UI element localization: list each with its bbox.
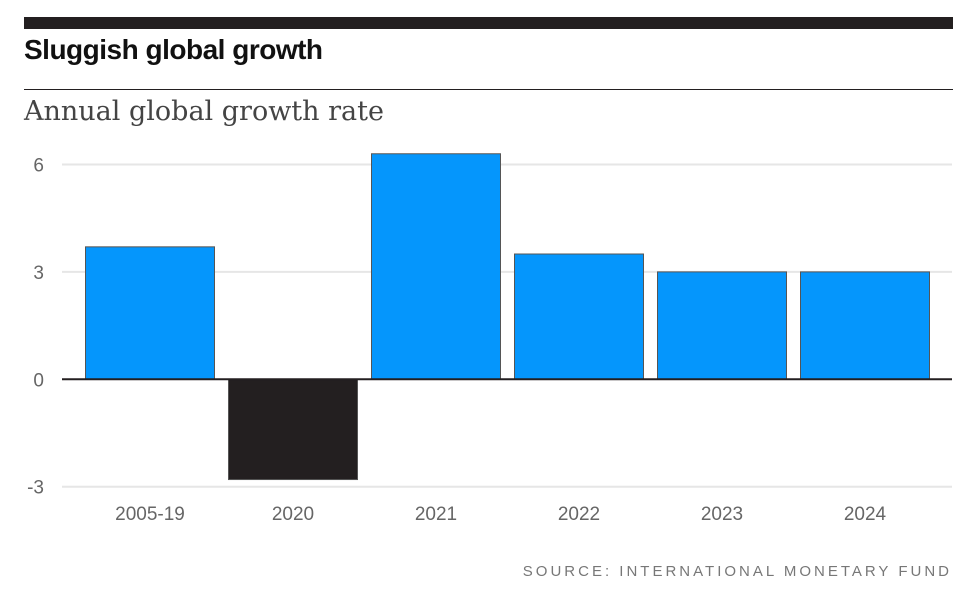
top-rule-bar — [24, 17, 953, 29]
bar-2021 — [371, 153, 501, 380]
bar-2020 — [228, 378, 358, 481]
bar-2005-19 — [85, 246, 215, 380]
x-tick-label: 2005-19 — [115, 504, 185, 525]
chart-subtitle: Annual global growth rate — [24, 96, 384, 127]
title-divider — [24, 89, 953, 90]
x-tick-label: 2023 — [701, 504, 743, 525]
x-tick-label: 2022 — [558, 504, 600, 525]
y-tick-label: -3 — [27, 478, 44, 499]
x-tick-label: 2021 — [415, 504, 457, 525]
bar-2022 — [514, 253, 644, 380]
source-note: SOURCE: INTERNATIONAL MONETARY FUND — [522, 563, 952, 580]
y-tick-label: 0 — [33, 370, 44, 391]
bar-2023 — [657, 271, 787, 380]
x-tick-label: 2020 — [272, 504, 314, 525]
y-tick-label: 3 — [33, 263, 44, 284]
x-tick-label: 2024 — [844, 504, 887, 525]
chart-title: Sluggish global growth — [24, 34, 323, 65]
y-tick-label: 6 — [33, 156, 44, 177]
bar-2024 — [800, 271, 930, 380]
